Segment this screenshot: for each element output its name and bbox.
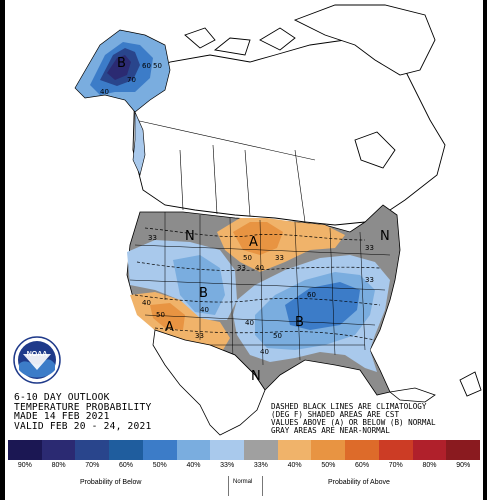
alaska-b-label: B: [117, 56, 126, 71]
legend-swatch: [142, 440, 177, 460]
legend-percent-label: 80%: [422, 462, 437, 469]
legend-percent-label: 60%: [355, 462, 370, 469]
legend-separator-left: [228, 476, 229, 496]
legend-swatch: [311, 440, 346, 460]
normal-label: Normal: [233, 479, 253, 485]
note-line-4: GRAY AREAS ARE NEAR-NORMAL: [271, 426, 390, 435]
probability-legend-labels: 90% 80% 70% 60% 50% 40% 33% 33% 40% 50% 60% 70% 80% 9…: [8, 462, 480, 476]
east-50-label: 50: [273, 332, 282, 340]
central-b-label: B: [199, 286, 208, 301]
legend-swatch: [109, 440, 143, 460]
alaska-region: [74, 29, 171, 176]
legend-percent-label: 50%: [321, 462, 336, 469]
legend-swatch: [41, 440, 76, 460]
province-lines: [134, 119, 316, 223]
right-border: [483, 0, 487, 500]
left-border: [0, 0, 5, 500]
above-label: Probability of Above: [328, 479, 390, 486]
title-line-2: TEMPERATURE PROBABILITY: [14, 401, 152, 413]
east-33-label: 33: [365, 276, 374, 284]
temperature-probability-map: B 60 50 70 40 N 33 A 50 40 33 B 40 33 A …: [74, 4, 482, 436]
note-line-3: VALUES ABOVE (A) OR BELOW (B) NORMAL: [271, 418, 436, 427]
sw-a-label: A: [165, 320, 174, 335]
east-b-label: B: [295, 315, 304, 330]
conus-region: [126, 204, 401, 396]
legend-percent-label: 60%: [119, 462, 134, 469]
legend-swatch: [378, 440, 413, 460]
legend-swatch: [345, 440, 379, 460]
map-labels: B 60 50 70 40 N 33 A 50 40 33 B 40 33 A …: [100, 56, 390, 384]
legend-percent-label: 40%: [287, 462, 302, 469]
legend-swatch: [8, 440, 42, 460]
north-33-left-label: 33: [148, 234, 157, 242]
outlook-title: 6-10 DAY OUTLOOK TEMPERATURE PROBABILITY…: [14, 393, 151, 431]
below-label: Probability of Below: [80, 479, 142, 486]
north-33-right-label: 33: [275, 254, 284, 262]
legend-swatch: [412, 440, 447, 460]
ne-33-label: 33: [365, 244, 374, 252]
north-a-40-label: 40: [255, 264, 264, 272]
alaska-60-label: 60: [142, 62, 151, 70]
legend-percent-label: 33%: [253, 462, 268, 469]
legend-percent-label: 40%: [186, 462, 201, 469]
ne-n-label: N: [380, 229, 390, 244]
sw-33-label: 33: [195, 332, 204, 340]
note-line-2: (DEG F) SHADED AREAS ARE CST: [271, 410, 400, 419]
noaa-logo: NOAA: [13, 336, 61, 384]
legend-percent-label: 80%: [51, 462, 66, 469]
legend-swatch: [75, 440, 110, 460]
north-a-50-label: 50: [243, 254, 252, 262]
mexico-outline: [152, 329, 436, 436]
canada-landmass: [132, 4, 482, 397]
legend-percent-label: 70%: [388, 462, 403, 469]
legend-swatch: [210, 440, 245, 460]
legend-swatch: [244, 440, 278, 460]
central-40-label: 40: [200, 306, 209, 314]
greenland: [293, 4, 436, 76]
south-n-label: N: [251, 369, 261, 384]
east-60-label: 60: [307, 291, 316, 299]
legend-swatch: [277, 440, 312, 460]
alaska-40-label: 40: [100, 88, 109, 96]
probability-legend-bar: [8, 440, 481, 460]
east-40-label: 40: [245, 319, 254, 327]
north-n-label: N: [185, 229, 195, 244]
east-40b-label: 40: [260, 348, 269, 356]
title-line-3: MADE 14 FEB 2021: [14, 411, 110, 422]
title-line-1: 6-10 DAY OUTLOOK: [14, 392, 110, 403]
title-line-4: VALID FEB 20 - 24, 2021: [14, 420, 152, 432]
sw-50-label: 50: [156, 311, 165, 319]
legend-percent-label: 90%: [17, 462, 32, 469]
noaa-logo-text: NOAA: [27, 351, 48, 358]
legend-separator-right: [262, 476, 263, 496]
north-a-label: A: [249, 235, 258, 250]
alaska-70-label: 70: [127, 76, 136, 84]
legend-swatch: [446, 440, 481, 460]
sw-40-label: 40: [142, 299, 151, 307]
legend-percent-label: 33%: [220, 462, 235, 469]
legend-swatch: [176, 440, 211, 460]
note-line-1: DASHED BLACK LINES ARE CLIMATOLOGY: [271, 402, 427, 411]
legend-percent-label: 90%: [456, 462, 471, 469]
legend-note: DASHED BLACK LINES ARE CLIMATOLOGY (DEG …: [271, 403, 436, 435]
central-33-label: 33: [237, 264, 246, 272]
legend-percent-label: 70%: [85, 462, 100, 469]
legend-percent-label: 50%: [152, 462, 167, 469]
alaska-50-label: 50: [153, 62, 162, 70]
